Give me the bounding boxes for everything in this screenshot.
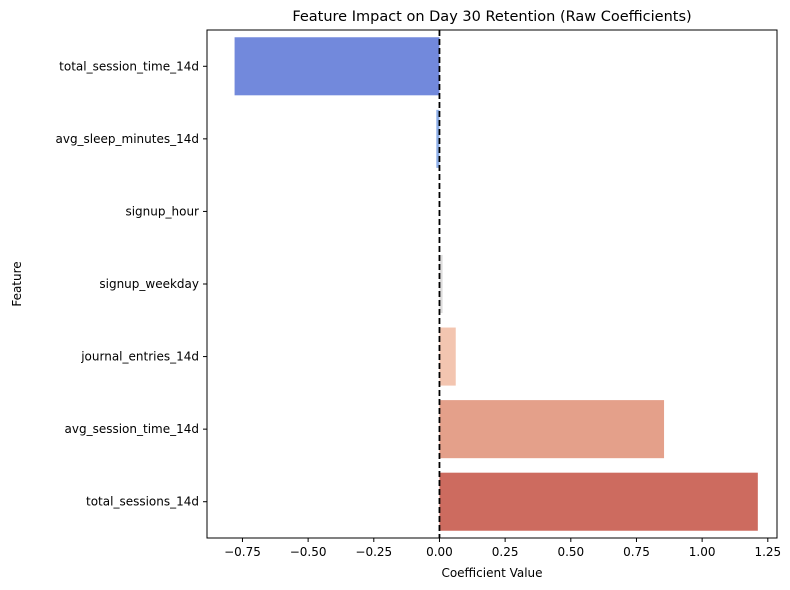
chart-title: Feature Impact on Day 30 Retention (Raw … (292, 9, 691, 25)
x-axis: −0.75 −0.50 −0.25 0.00 0.25 0.50 0.75 1.00 1.25 (224, 538, 781, 559)
y-tick-label: avg_sleep_minutes_14d (55, 132, 199, 146)
x-tick-label: 0.25 (492, 545, 519, 559)
x-tick-label: 1.00 (689, 545, 716, 559)
plot-frame (206, 29, 778, 539)
x-tick-label: −0.25 (355, 545, 392, 559)
y-tick-label: total_sessions_14d (86, 495, 199, 509)
y-tick-label: total_session_time_14d (59, 59, 199, 73)
bar-total-sessions-14d (439, 472, 758, 531)
bars-layer (234, 37, 758, 531)
bar-total-session-time-14d (234, 37, 440, 96)
x-tick-label: 0.50 (557, 545, 584, 559)
y-tick-label: signup_weekday (99, 277, 199, 291)
x-tick-label: 1.25 (754, 545, 781, 559)
bar-signup-weekday (439, 254, 443, 314)
y-tick-label: signup_hour (125, 204, 199, 218)
bar-avg-session-time-14d (439, 400, 665, 459)
bar-journal-entries-14d (439, 327, 456, 386)
y-axis-label: Feature (10, 261, 24, 306)
x-tick-label: 0.00 (426, 545, 453, 559)
x-axis-label: Coefficient Value (441, 566, 542, 580)
bar-avg-sleep-minutes-14d (436, 109, 440, 168)
y-axis: total_session_time_14d avg_sleep_minutes_… (55, 59, 207, 509)
x-tick-label: −0.50 (290, 545, 327, 559)
x-tick-label: 0.75 (623, 545, 650, 559)
y-tick-label: avg_session_time_14d (65, 422, 200, 436)
x-tick-label: −0.75 (224, 545, 261, 559)
y-tick-label: journal_entries_14d (80, 350, 199, 364)
